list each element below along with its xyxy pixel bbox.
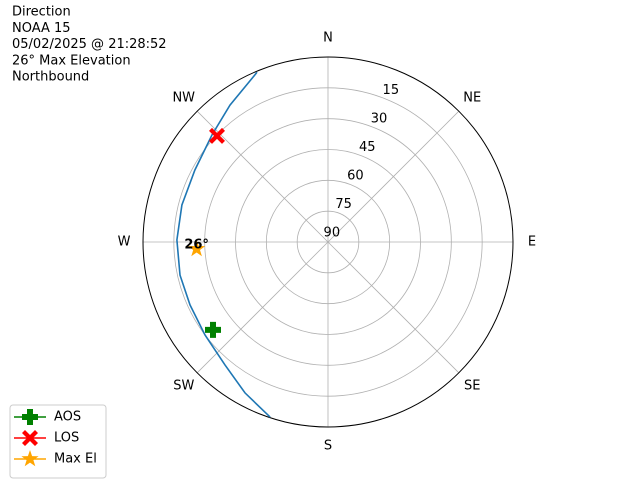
- grid-spoke: [196, 241, 329, 374]
- title-line: Direction: [12, 5, 71, 20]
- r-tick-label: 30: [371, 111, 388, 126]
- title-line: 26° Max Elevation: [12, 53, 131, 68]
- title-line: NOAA 15: [12, 21, 71, 36]
- theta-tick-label: SW: [173, 379, 194, 394]
- r-tick-label: 60: [347, 168, 364, 183]
- legend-marker: [22, 409, 38, 425]
- legend-marker: [22, 430, 38, 446]
- theta-tick-label: E: [528, 235, 536, 250]
- grid-spoke: [327, 110, 460, 243]
- marker-x: [209, 127, 225, 144]
- r-tick-label: 90: [324, 225, 341, 240]
- theta-tick-label: N: [323, 31, 333, 46]
- legend-label: Max El: [54, 452, 97, 467]
- title-line: Northbound: [12, 70, 89, 85]
- r-tick-label: 45: [359, 140, 376, 155]
- theta-tick-label: W: [118, 235, 131, 250]
- theta-tick-label: SE: [464, 379, 480, 394]
- theta-tick-label: NW: [172, 90, 195, 105]
- title-line: 05/02/2025 @ 21:28:52: [12, 37, 167, 52]
- marker-star: [188, 239, 206, 257]
- r-tick-label: 75: [335, 197, 352, 212]
- grid-spoke: [327, 241, 460, 374]
- theta-tick-label: NE: [463, 90, 481, 105]
- r-tick-label: 15: [383, 83, 400, 98]
- theta-tick-label: S: [324, 439, 332, 454]
- legend-label: LOS: [54, 431, 79, 446]
- legend-label: AOS: [54, 410, 81, 425]
- polar-frame: [142, 56, 514, 428]
- annotation: 26°: [184, 237, 209, 252]
- marker-plus: [205, 321, 221, 338]
- legend-marker: [21, 450, 39, 467]
- track-line: [176, 71, 271, 418]
- grid-spoke: [196, 110, 329, 243]
